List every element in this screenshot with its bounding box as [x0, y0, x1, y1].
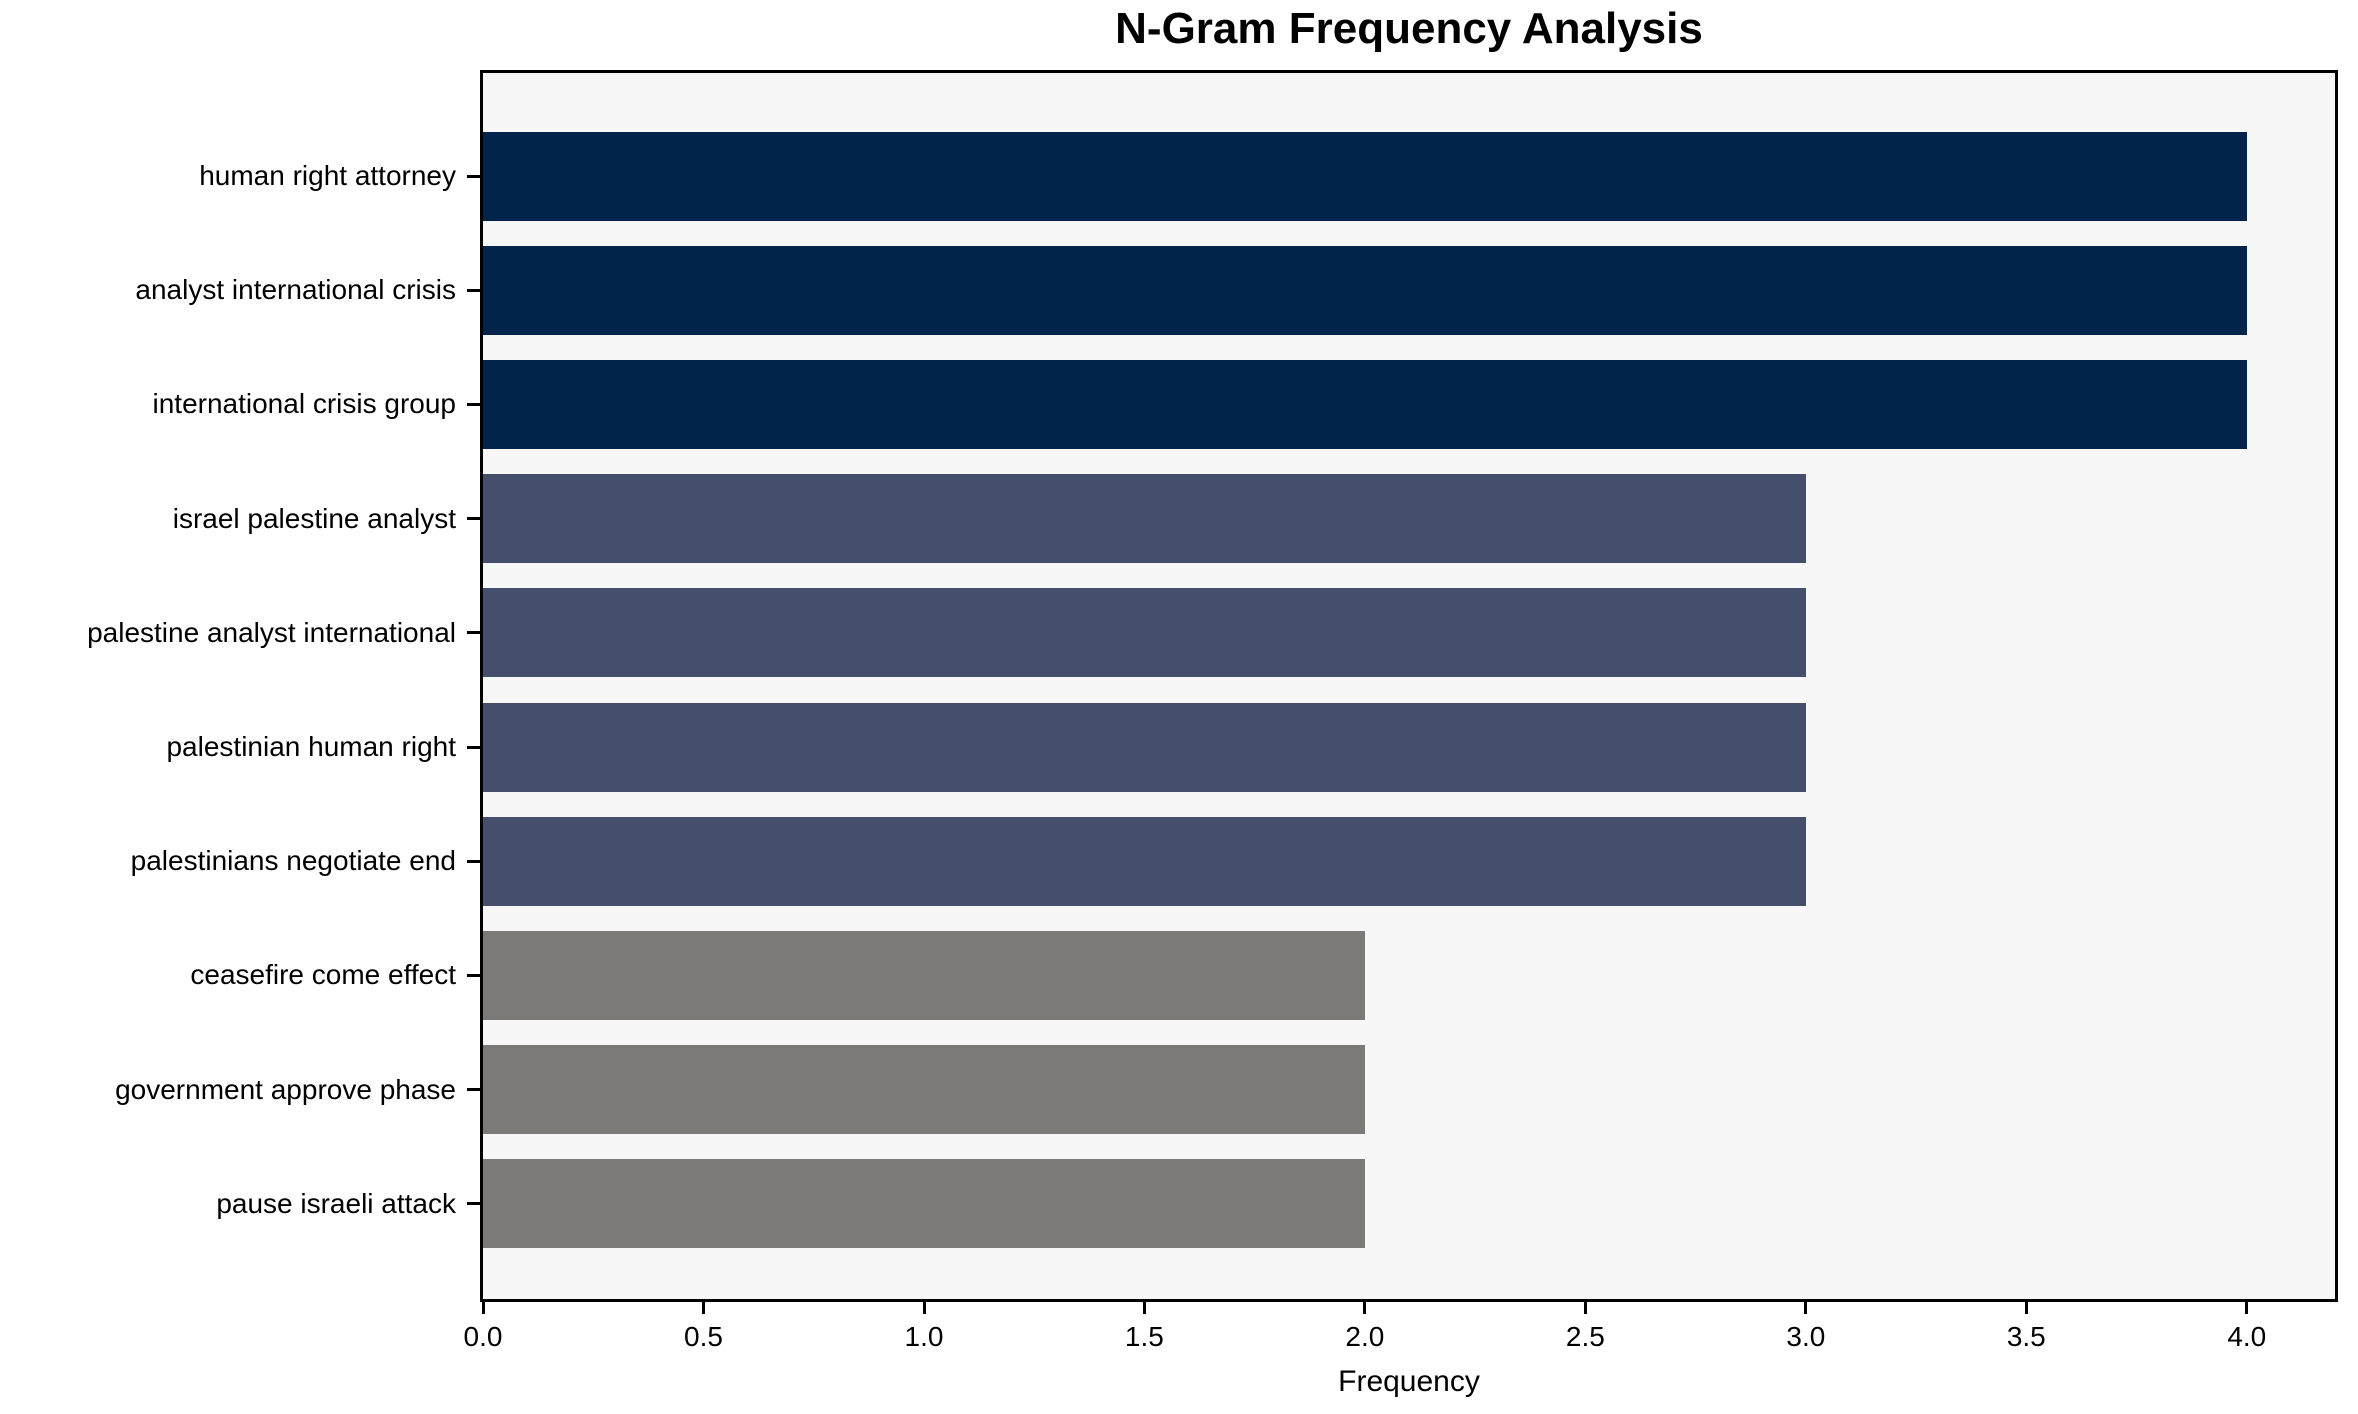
x-tick-label: 1.5	[1124, 1321, 1164, 1352]
x-tick-mark	[1804, 1302, 1808, 1314]
y-tick-mark	[467, 1088, 480, 1092]
x-tick-label: 3.0	[1786, 1321, 1826, 1352]
y-tick-label: palestinians negotiate end	[130, 845, 456, 877]
plot-area	[480, 70, 2338, 1302]
x-tick-label: 2.5	[1565, 1321, 1605, 1352]
y-tick-mark	[467, 517, 480, 521]
y-tick-mark	[467, 631, 480, 635]
x-tick-mark	[702, 1302, 705, 1314]
y-tick-label: palestine analyst international	[87, 616, 456, 648]
y-tick-mark	[467, 973, 480, 977]
x-tick-mark	[2024, 1302, 2028, 1314]
bar-palestinians-negotiate-end	[483, 816, 1806, 906]
y-tick-label: ceasefire come effect	[190, 959, 456, 991]
x-tick-mark	[1142, 1302, 1146, 1314]
x-axis-title: Frequency	[1338, 1365, 1480, 1398]
x-tick-label: 2.0	[1345, 1321, 1385, 1352]
bar-government-approve-phase	[483, 1045, 1365, 1135]
chart-title: N-Gram Frequency Analysis	[1115, 4, 1703, 53]
bar-international-crisis-group	[483, 359, 2247, 449]
y-tick-mark	[467, 859, 480, 863]
y-tick-mark	[467, 1202, 480, 1206]
bar-israel-palestine-analyst	[483, 474, 1806, 564]
bar-palestine-analyst-international	[483, 588, 1806, 678]
x-tick-mark	[481, 1302, 485, 1314]
y-tick-mark	[467, 174, 480, 178]
y-tick-mark	[467, 402, 480, 406]
x-tick-label: 0.5	[684, 1321, 723, 1352]
y-tick-label: palestinian human right	[166, 731, 456, 762]
x-tick-mark	[2245, 1302, 2249, 1314]
x-tick-label: 3.5	[2006, 1321, 2046, 1352]
bar-analyst-international-crisis	[483, 245, 2247, 335]
bar-pause-israeli-attack	[483, 1159, 1365, 1249]
y-tick-mark	[467, 288, 480, 292]
x-tick-mark	[922, 1302, 926, 1314]
y-tick-label: government approve phase	[115, 1073, 456, 1105]
y-tick-label: international crisis group	[152, 388, 457, 420]
y-tick-label: human right attorney	[199, 160, 456, 191]
bar-palestinian-human-right	[483, 702, 1806, 792]
y-tick-label: pause israeli attack	[216, 1187, 456, 1219]
x-tick-mark	[1583, 1302, 1587, 1314]
y-tick-label: analyst international crisis	[135, 274, 456, 306]
x-tick-label: 4.0	[2227, 1321, 2267, 1352]
bar-human-right-attorney	[483, 131, 2247, 221]
x-tick-mark	[1363, 1302, 1367, 1314]
y-tick-label: israel palestine analyst	[172, 502, 456, 534]
x-tick-label: 1.0	[904, 1321, 944, 1352]
bar-ceasefire-come-effect	[483, 930, 1365, 1020]
x-tick-label: 0.0	[463, 1321, 503, 1352]
y-tick-mark	[467, 745, 480, 749]
